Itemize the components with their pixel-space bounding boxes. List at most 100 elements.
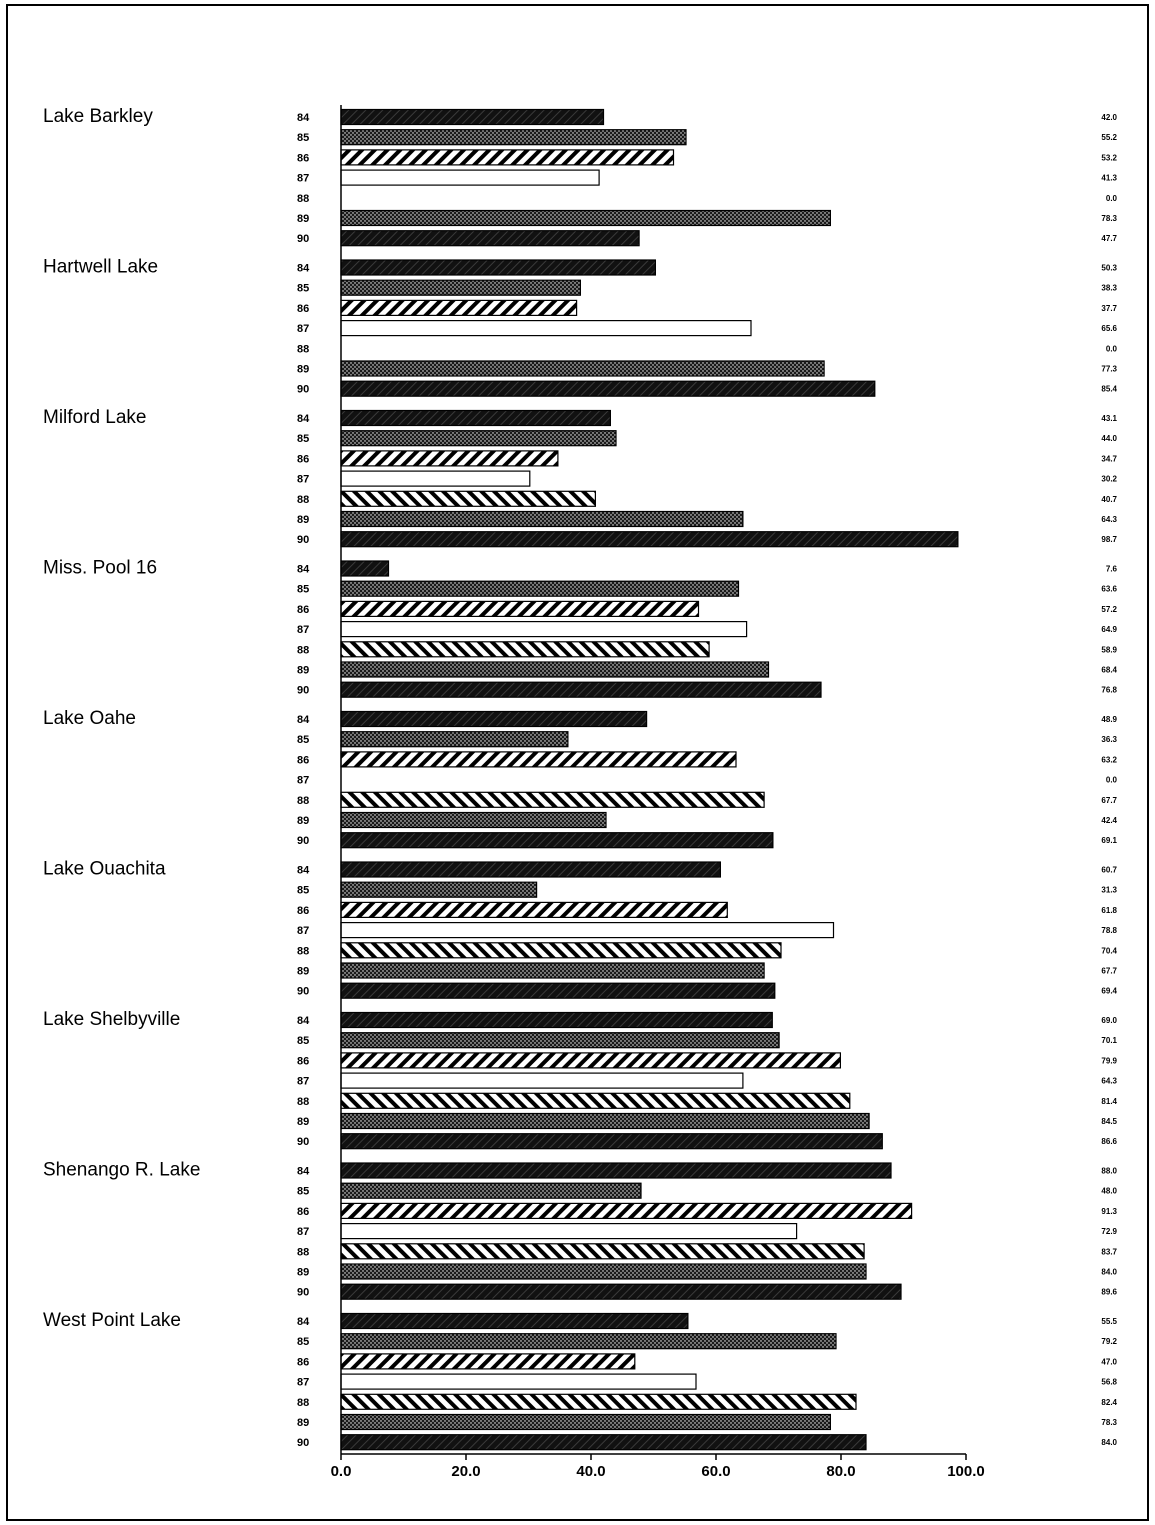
bar (340, 409, 611, 427)
year-label: 84 (297, 263, 310, 275)
bar (340, 279, 581, 296)
bar (340, 531, 959, 548)
bar (340, 1182, 642, 1199)
year-label: 85 (297, 433, 309, 445)
value-label: 7.6 (1106, 565, 1118, 574)
bar (340, 901, 728, 919)
bar (340, 490, 596, 507)
year-label: 85 (297, 1336, 309, 1348)
bar (340, 681, 822, 698)
year-label: 85 (297, 584, 309, 596)
value-label: 81.4 (1101, 1097, 1117, 1106)
value-label: 91.3 (1101, 1207, 1117, 1216)
year-label: 87 (297, 775, 309, 787)
bar (340, 430, 617, 447)
value-label: 79.9 (1101, 1056, 1117, 1065)
year-label: 84 (297, 1166, 310, 1178)
value-label: 47.7 (1101, 234, 1117, 243)
bar (340, 1413, 831, 1431)
year-label: 87 (297, 1377, 309, 1389)
year-label: 87 (297, 624, 309, 636)
x-tick-label: 80.0 (826, 1463, 855, 1480)
lake-name-label: Shenango R. Lake (43, 1160, 200, 1181)
year-label: 86 (297, 1055, 309, 1067)
bar (340, 942, 782, 959)
bar (340, 259, 656, 276)
bar (340, 620, 748, 638)
bar (340, 600, 700, 618)
bar (340, 1011, 773, 1029)
bar (340, 1353, 636, 1370)
bar-group: Lake Ouachita 84 60.7 85 31.3 86 61.8 87 78.8 88 7… (43, 859, 1118, 999)
bar-group: Lake Barkley 84 42.0 85 55.2 86 53.2 87 41.3 88 0.… (43, 106, 1118, 247)
year-label: 89 (297, 213, 309, 225)
year-label: 87 (297, 323, 309, 335)
bar (340, 921, 835, 939)
year-label: 87 (297, 173, 309, 185)
year-label: 85 (297, 1035, 309, 1047)
bar (340, 710, 648, 728)
lake-name-label: West Point Lake (43, 1310, 181, 1331)
value-label: 84.5 (1101, 1117, 1117, 1126)
bar (340, 811, 607, 829)
value-label: 82.4 (1101, 1398, 1117, 1407)
bar (340, 1133, 883, 1150)
value-label: 77.3 (1101, 365, 1117, 374)
year-label: 86 (297, 1356, 309, 1368)
value-label: 38.3 (1101, 284, 1117, 293)
year-label: 89 (297, 966, 309, 978)
value-label: 67.7 (1101, 967, 1117, 976)
value-label: 47.0 (1101, 1357, 1117, 1366)
bar (340, 1162, 892, 1179)
x-tick-label: 100.0 (947, 1463, 985, 1480)
bar (340, 320, 752, 337)
year-label: 90 (297, 233, 309, 245)
bar-group: Milford Lake 84 43.1 85 44.0 86 34.7 87 30.2 88 40… (43, 407, 1118, 548)
value-label: 64.9 (1101, 625, 1117, 634)
bar (340, 1373, 697, 1390)
lake-name-label: Milford Lake (43, 407, 147, 428)
bar (340, 1052, 841, 1069)
value-label: 36.3 (1101, 735, 1117, 744)
year-label: 90 (297, 1287, 309, 1299)
value-label: 0.0 (1106, 776, 1118, 785)
bar (340, 791, 765, 808)
bar-group: Miss. Pool 16 84 7.6 85 63.6 86 57.2 87 64.9 88 58… (43, 558, 1118, 698)
year-label: 85 (297, 132, 309, 144)
bar (340, 1393, 857, 1410)
bar (340, 1112, 870, 1130)
bar (340, 731, 569, 748)
bar (340, 1092, 851, 1109)
x-tick-label: 0.0 (331, 1463, 352, 1480)
value-label: 48.9 (1101, 715, 1117, 724)
year-label: 84 (297, 564, 310, 576)
value-label: 57.2 (1101, 605, 1117, 614)
year-label: 87 (297, 1076, 309, 1088)
value-label: 70.4 (1101, 946, 1117, 955)
value-label: 84.0 (1101, 1268, 1117, 1277)
value-label: 58.9 (1101, 645, 1117, 654)
year-label: 90 (297, 384, 309, 396)
year-label: 87 (297, 474, 309, 486)
value-label: 41.3 (1101, 174, 1117, 183)
year-label: 90 (297, 685, 309, 697)
bar (340, 560, 390, 577)
year-label: 90 (297, 835, 309, 847)
year-label: 86 (297, 905, 309, 917)
bar (340, 108, 605, 126)
value-label: 78.3 (1101, 214, 1117, 223)
bar (340, 149, 675, 166)
year-label: 88 (297, 1246, 309, 1258)
bar (340, 1263, 867, 1280)
bar (340, 470, 531, 487)
value-label: 63.2 (1101, 755, 1117, 764)
bar (340, 1243, 865, 1260)
bar (340, 1202, 913, 1220)
bar (340, 832, 774, 849)
value-label: 86.6 (1101, 1137, 1117, 1146)
year-label: 89 (297, 665, 309, 677)
year-label: 88 (297, 494, 309, 506)
lake-name-label: Hartwell Lake (43, 257, 158, 278)
value-label: 31.3 (1101, 886, 1117, 895)
